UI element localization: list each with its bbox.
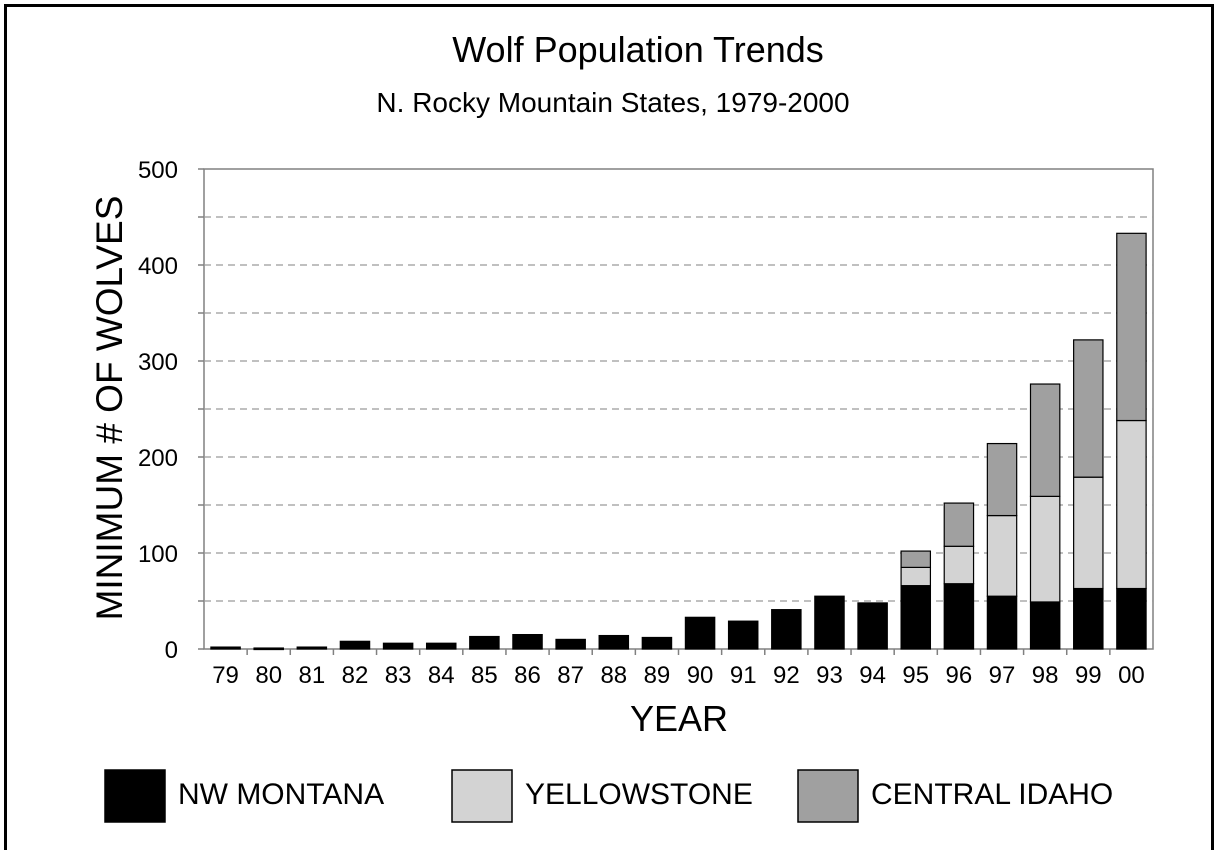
bar-yellowstone-96 (943, 545, 975, 585)
y-tick-label: 200 (138, 445, 178, 472)
bar-central-idaho-98 (1029, 383, 1061, 497)
bar-nw-montana-87 (555, 638, 586, 650)
legend: NW MONTANA YELLOWSTONE CENTRAL IDAHO (104, 769, 1113, 823)
bar-nw-montana-82 (339, 640, 371, 650)
y-tick-label: 0 (165, 637, 178, 664)
x-axis-label: YEAR (630, 698, 728, 739)
x-tick-label: 95 (902, 662, 929, 689)
x-tick-label: 87 (557, 662, 584, 689)
legend-swatch-nw-montana (104, 769, 166, 823)
bar-yellowstone-00 (1116, 419, 1147, 590)
bar-yellowstone-98 (1029, 495, 1061, 603)
x-tick-label: 86 (514, 662, 541, 689)
x-tick-label: 96 (946, 662, 973, 689)
bar-nw-montana-95 (900, 585, 932, 650)
x-tick-label: 89 (644, 662, 671, 689)
y-tick-label: 300 (138, 349, 178, 376)
y-axis-ticks: 0 100 200 300 400 500 (138, 157, 204, 664)
bar-nw-montana-84 (425, 642, 457, 650)
bar-nw-montana-99 (1073, 587, 1104, 650)
chart-title: Wolf Population Trends (452, 29, 824, 70)
bar-nw-montana-80 (253, 647, 284, 651)
x-tick-label: 80 (255, 662, 282, 689)
bars (210, 232, 1147, 651)
plot-area: 0 100 200 300 400 500 79 80 81 82 83 84 85 86 87 88 89 9… (138, 157, 1154, 689)
y-tick-label: 100 (138, 541, 178, 568)
x-tick-label: 88 (600, 662, 627, 689)
bar-yellowstone-97 (986, 514, 1018, 597)
legend-label-central-idaho: CENTRAL IDAHO (871, 778, 1113, 811)
x-tick-label: 81 (298, 662, 325, 689)
chart-frame (4, 4, 1214, 850)
bar-nw-montana-85 (469, 635, 500, 650)
bar-nw-montana-94 (857, 602, 888, 650)
bar-nw-montana-00 (1116, 587, 1147, 650)
chart-subtitle: N. Rocky Mountain States, 1979-2000 (376, 87, 849, 118)
x-tick-label: 94 (859, 662, 886, 689)
bar-nw-montana-81 (296, 646, 328, 650)
y-tick-label: 400 (138, 253, 178, 280)
bar-nw-montana-97 (986, 595, 1018, 650)
x-tick-label: 91 (730, 662, 757, 689)
bar-yellowstone-95 (900, 566, 932, 587)
bar-central-idaho-00 (1116, 232, 1147, 422)
legend-swatch-central-idaho (797, 769, 859, 823)
bar-central-idaho-95 (900, 550, 932, 569)
bar-nw-montana-83 (382, 642, 414, 650)
y-axis-label: MINIMUM # OF WOLVES (89, 196, 130, 621)
bar-nw-montana-91 (727, 620, 759, 650)
x-tick-label: 00 (1118, 662, 1145, 689)
x-tick-label: 82 (342, 662, 369, 689)
legend-swatch-yellowstone (451, 769, 513, 823)
x-tick-label: 83 (385, 662, 412, 689)
bar-nw-montana-88 (598, 634, 630, 650)
legend-label-nw-montana: NW MONTANA (178, 778, 384, 811)
bar-nw-montana-90 (684, 616, 716, 650)
x-tick-label: 92 (773, 662, 800, 689)
x-tick-label: 84 (428, 662, 455, 689)
bar-central-idaho-99 (1073, 339, 1104, 478)
x-tick-label: 90 (687, 662, 714, 689)
gridlines (204, 216, 1153, 602)
bar-nw-montana-96 (943, 583, 975, 650)
bar-nw-montana-89 (641, 636, 673, 650)
legend-label-yellowstone: YELLOWSTONE (525, 778, 753, 811)
bar-nw-montana-98 (1029, 601, 1061, 650)
x-tick-label: 79 (212, 662, 239, 689)
x-axis-ticks: 79 80 81 82 83 84 85 86 87 88 89 90 91 92 93 94 95 96 97 98… (212, 649, 1145, 689)
bar-nw-montana-92 (771, 609, 802, 650)
bar-nw-montana-86 (512, 633, 543, 650)
x-tick-label: 99 (1075, 662, 1102, 689)
bar-central-idaho-97 (986, 442, 1018, 517)
x-tick-label: 97 (989, 662, 1016, 689)
bar-yellowstone-99 (1073, 476, 1104, 590)
x-tick-label: 85 (471, 662, 498, 689)
bar-nw-montana-79 (210, 646, 241, 650)
y-tick-label: 500 (138, 157, 178, 184)
x-tick-label: 93 (816, 662, 843, 689)
x-tick-label: 98 (1032, 662, 1059, 689)
bar-central-idaho-96 (943, 502, 975, 547)
bar-nw-montana-93 (814, 595, 845, 650)
